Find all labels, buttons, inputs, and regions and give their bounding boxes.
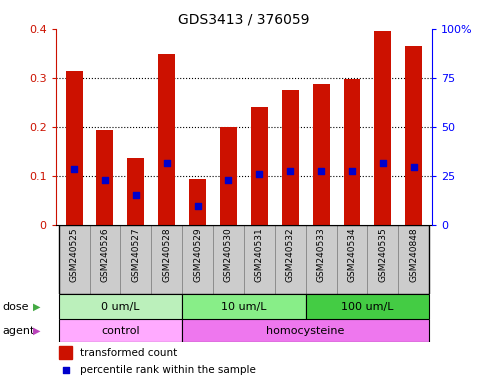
Bar: [251, 108, 268, 225]
FancyBboxPatch shape: [151, 225, 182, 294]
Text: GSM240535: GSM240535: [378, 228, 387, 282]
Text: GSM240848: GSM240848: [409, 228, 418, 282]
FancyBboxPatch shape: [244, 225, 275, 294]
Bar: [220, 127, 237, 225]
Point: [101, 177, 109, 183]
Text: 10 um/L: 10 um/L: [221, 302, 267, 312]
FancyBboxPatch shape: [58, 319, 182, 342]
FancyBboxPatch shape: [58, 225, 89, 294]
FancyBboxPatch shape: [182, 294, 306, 319]
Text: ▶: ▶: [33, 326, 41, 336]
Bar: [189, 179, 206, 225]
Text: GSM240529: GSM240529: [193, 228, 202, 282]
FancyBboxPatch shape: [58, 294, 182, 319]
Text: transformed count: transformed count: [80, 348, 177, 358]
Bar: [282, 90, 298, 225]
Text: control: control: [101, 326, 140, 336]
Text: homocysteine: homocysteine: [267, 326, 345, 336]
Text: ▶: ▶: [33, 302, 41, 312]
FancyBboxPatch shape: [213, 225, 244, 294]
Bar: [343, 79, 360, 225]
Point: [163, 159, 170, 166]
Bar: [128, 157, 144, 225]
Text: GSM240526: GSM240526: [100, 228, 110, 282]
Point: [410, 164, 418, 170]
Point: [317, 168, 325, 174]
Title: GDS3413 / 376059: GDS3413 / 376059: [178, 12, 310, 26]
FancyBboxPatch shape: [368, 225, 398, 294]
Text: GSM240525: GSM240525: [70, 228, 79, 282]
Bar: [374, 31, 391, 225]
Bar: [158, 55, 175, 225]
Point: [70, 166, 78, 172]
Text: GSM240527: GSM240527: [131, 228, 141, 282]
Text: GSM240534: GSM240534: [347, 228, 356, 282]
Text: GSM240530: GSM240530: [224, 228, 233, 282]
Bar: [97, 129, 114, 225]
Bar: [59, 346, 72, 359]
Text: GSM240532: GSM240532: [286, 228, 295, 282]
Point: [256, 171, 263, 177]
FancyBboxPatch shape: [306, 225, 337, 294]
FancyBboxPatch shape: [182, 319, 429, 342]
Text: GSM240531: GSM240531: [255, 228, 264, 282]
Point: [348, 168, 356, 174]
FancyBboxPatch shape: [306, 294, 429, 319]
Text: agent: agent: [2, 326, 35, 336]
Point: [286, 168, 294, 174]
Point: [194, 203, 201, 209]
FancyBboxPatch shape: [398, 225, 429, 294]
Point: [379, 159, 387, 166]
Bar: [405, 46, 422, 225]
Bar: [66, 71, 83, 225]
Text: percentile rank within the sample: percentile rank within the sample: [80, 365, 256, 375]
FancyBboxPatch shape: [89, 225, 120, 294]
Text: dose: dose: [2, 302, 29, 312]
FancyBboxPatch shape: [182, 225, 213, 294]
Point: [62, 367, 70, 373]
Bar: [313, 84, 329, 225]
Text: 0 um/L: 0 um/L: [101, 302, 140, 312]
Text: GSM240533: GSM240533: [317, 228, 326, 282]
FancyBboxPatch shape: [275, 225, 306, 294]
Point: [225, 177, 232, 183]
Text: 100 um/L: 100 um/L: [341, 302, 394, 312]
FancyBboxPatch shape: [120, 225, 151, 294]
Text: GSM240528: GSM240528: [162, 228, 171, 282]
FancyBboxPatch shape: [337, 225, 368, 294]
Point: [132, 192, 140, 198]
